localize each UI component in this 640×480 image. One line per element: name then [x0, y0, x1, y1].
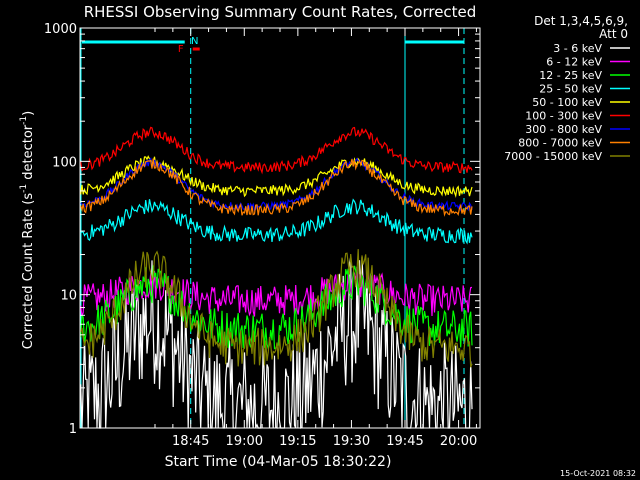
series-layer	[80, 126, 473, 429]
y-tick-label: 100	[52, 155, 77, 170]
generated-timestamp: 15-Oct-2021 08:32	[560, 469, 636, 478]
series-line-3	[80, 198, 473, 245]
x-tick-label: 19:15	[279, 434, 316, 449]
x-tick-label: 19:30	[333, 434, 370, 449]
x-axis-ticks: 18:45 19:00 19:15 19:30 19:45 20:00	[154, 28, 477, 449]
x-tick-label: 19:00	[226, 434, 263, 449]
legend-label: 25 - 50 keV	[539, 83, 602, 96]
legend-label: 7000 - 15000 keV	[504, 150, 602, 163]
legend-label: 800 - 7000 keV	[518, 137, 602, 150]
chart-title: RHESSI Observing Summary Count Rates, Co…	[84, 3, 477, 21]
legend-label: 6 - 12 keV	[546, 56, 602, 69]
y-tick-label: 1	[69, 422, 77, 437]
y-axis-label: Corrected Count Rate (s-1 detector-1)	[19, 111, 36, 349]
y-axis-label-mid: detector	[21, 124, 36, 184]
legend-label: 3 - 6 keV	[553, 42, 602, 55]
y-axis-ticks: 1 10 100 1000	[44, 22, 480, 437]
y-axis-label-exp2: -1	[19, 116, 29, 125]
series-line-7	[80, 158, 473, 217]
legend-label: 100 - 300 keV	[525, 110, 602, 123]
y-tick-label: 10	[60, 289, 77, 304]
series-line-4	[80, 155, 473, 199]
legend-label: 50 - 100 keV	[532, 96, 602, 109]
y-tick-label: 1000	[44, 22, 77, 37]
legend-label: 12 - 25 keV	[539, 69, 602, 82]
y-axis-label-exp1: -1	[19, 184, 29, 193]
legend-label: 300 - 800 keV	[525, 123, 602, 136]
series-line-1	[80, 270, 473, 317]
x-tick-label: 20:00	[440, 434, 477, 449]
series-line-5	[80, 126, 473, 175]
y-axis-label-main: Corrected Count Rate (s	[21, 193, 36, 350]
series-line-8	[80, 249, 473, 368]
legend-header-line-2: Att 0	[599, 27, 628, 41]
legend-header-line-1: Det 1,3,4,5,6,9,	[534, 14, 628, 28]
y-axis-label-end: )	[21, 111, 36, 116]
x-tick-label: 19:45	[386, 434, 423, 449]
x-tick-label: 18:45	[172, 434, 209, 449]
flag-label: N	[191, 36, 198, 47]
x-axis-label: Start Time (04-Mar-05 18:30:22)	[165, 454, 392, 470]
flag-label: F	[178, 44, 184, 55]
